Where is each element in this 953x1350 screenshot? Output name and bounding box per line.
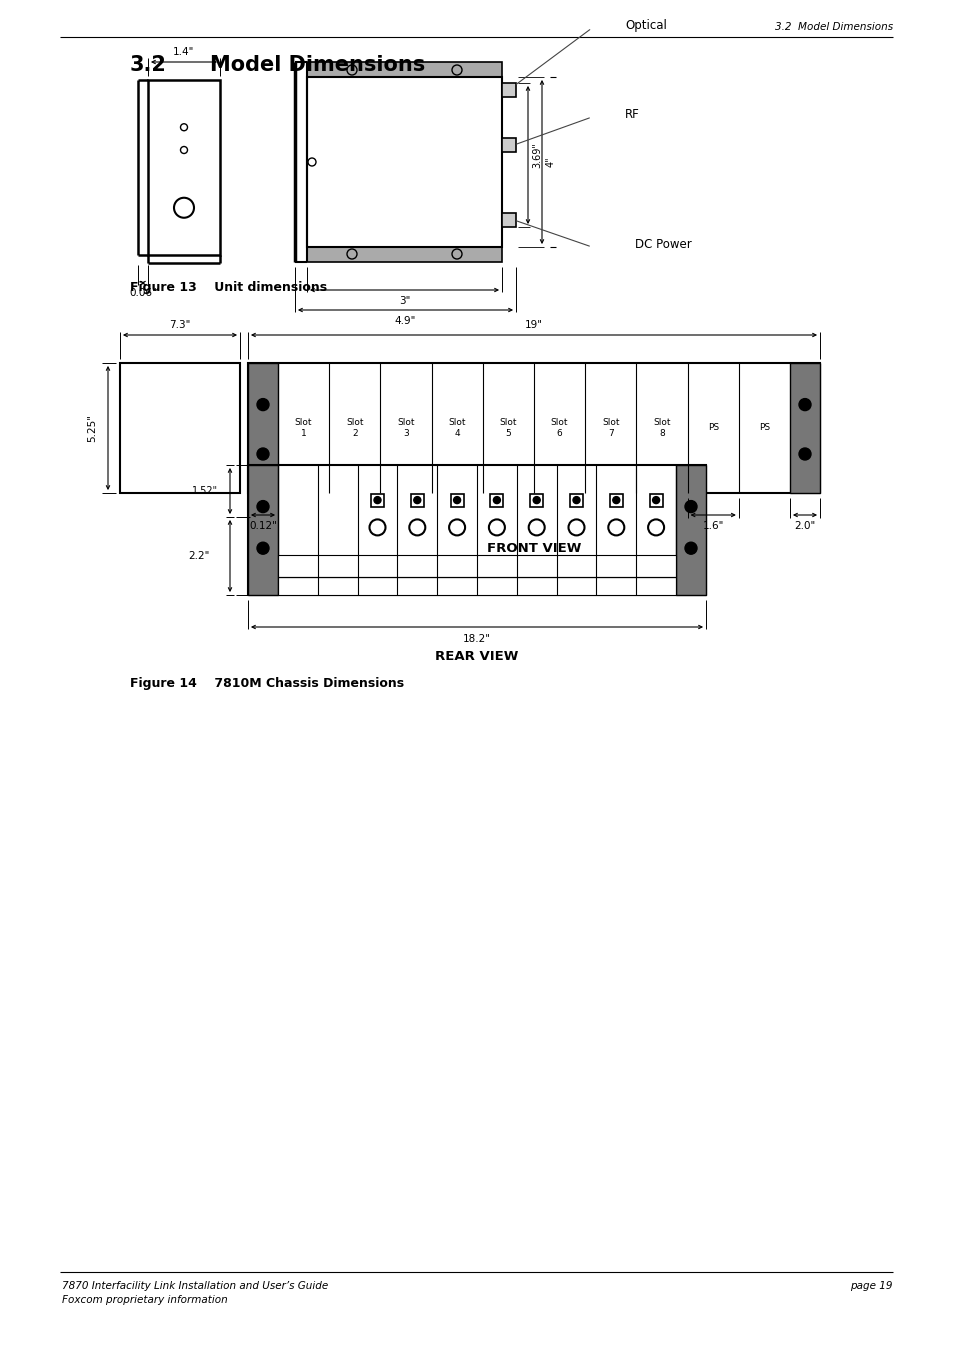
Text: Slot
5: Slot 5 xyxy=(499,418,517,437)
Text: 7870 Interfacility Link Installation and User’s Guide: 7870 Interfacility Link Installation and… xyxy=(62,1281,328,1291)
Bar xyxy=(411,494,423,506)
Text: page 19: page 19 xyxy=(850,1281,892,1291)
Circle shape xyxy=(449,520,465,536)
Bar xyxy=(277,576,676,595)
Bar xyxy=(789,363,820,493)
Circle shape xyxy=(799,448,810,460)
Bar xyxy=(649,494,662,506)
Text: Model Dimensions: Model Dimensions xyxy=(210,55,425,76)
Text: 2.2": 2.2" xyxy=(189,551,210,562)
Text: 3.2: 3.2 xyxy=(130,55,167,76)
Bar xyxy=(148,80,220,255)
Text: 18.2": 18.2" xyxy=(462,634,491,644)
Bar xyxy=(307,62,501,77)
Text: Foxcom proprietary information: Foxcom proprietary information xyxy=(62,1295,228,1305)
Text: PS: PS xyxy=(758,424,769,432)
Text: 1.4": 1.4" xyxy=(173,47,194,57)
Bar xyxy=(248,464,705,595)
Text: 1.6": 1.6" xyxy=(701,521,723,531)
Bar xyxy=(371,494,384,506)
Bar xyxy=(501,213,516,227)
Text: Slot
7: Slot 7 xyxy=(601,418,618,437)
Text: 3": 3" xyxy=(398,296,410,306)
Circle shape xyxy=(528,520,544,536)
Bar xyxy=(609,494,622,506)
Text: PS: PS xyxy=(707,424,718,432)
Circle shape xyxy=(533,497,539,504)
Circle shape xyxy=(409,520,425,536)
Text: 4.9": 4.9" xyxy=(395,316,416,325)
Circle shape xyxy=(374,497,380,504)
Text: DC Power: DC Power xyxy=(635,239,691,251)
Circle shape xyxy=(488,520,504,536)
Text: FRONT VIEW: FRONT VIEW xyxy=(486,541,580,555)
Text: Slot
8: Slot 8 xyxy=(653,418,670,437)
Text: 7.3": 7.3" xyxy=(169,320,191,329)
Bar xyxy=(501,138,516,153)
Text: 3.69": 3.69" xyxy=(532,142,541,167)
Circle shape xyxy=(568,520,584,536)
Text: Slot
3: Slot 3 xyxy=(396,418,415,437)
Text: 0.06": 0.06" xyxy=(129,288,156,298)
Text: Figure 13    Unit dimensions: Figure 13 Unit dimensions xyxy=(130,281,327,293)
Circle shape xyxy=(256,543,269,555)
Text: Figure 14    7810M Chassis Dimensions: Figure 14 7810M Chassis Dimensions xyxy=(130,676,404,690)
Text: Slot
6: Slot 6 xyxy=(550,418,568,437)
Bar xyxy=(676,464,705,595)
Circle shape xyxy=(647,520,663,536)
Circle shape xyxy=(799,398,810,410)
Text: RF: RF xyxy=(624,108,639,122)
Bar xyxy=(490,494,503,506)
Bar xyxy=(277,555,676,576)
Text: 1.52": 1.52" xyxy=(192,486,218,495)
Circle shape xyxy=(414,497,420,504)
Bar xyxy=(120,363,240,493)
Bar xyxy=(248,363,277,493)
Text: 19": 19" xyxy=(524,320,542,329)
Circle shape xyxy=(493,497,500,504)
Circle shape xyxy=(256,398,269,410)
Circle shape xyxy=(573,497,579,504)
Bar xyxy=(248,363,820,493)
Text: 0.12": 0.12" xyxy=(249,521,276,531)
Text: Optical: Optical xyxy=(624,19,666,31)
Text: 5.25": 5.25" xyxy=(87,414,97,441)
Text: 4": 4" xyxy=(545,157,556,167)
Circle shape xyxy=(608,520,623,536)
Text: 3.2  Model Dimensions: 3.2 Model Dimensions xyxy=(774,22,892,32)
Bar xyxy=(248,464,277,595)
Text: Slot
1: Slot 1 xyxy=(294,418,312,437)
Bar xyxy=(501,82,516,97)
Bar xyxy=(307,77,501,247)
Text: REAR VIEW: REAR VIEW xyxy=(435,651,518,663)
Bar xyxy=(530,494,542,506)
Circle shape xyxy=(256,448,269,460)
Circle shape xyxy=(453,497,460,504)
Circle shape xyxy=(256,501,269,513)
Circle shape xyxy=(684,501,697,513)
Circle shape xyxy=(684,543,697,555)
Text: 2.0": 2.0" xyxy=(794,521,815,531)
Bar xyxy=(307,247,501,262)
Bar xyxy=(450,494,463,506)
Text: Slot
4: Slot 4 xyxy=(448,418,465,437)
Circle shape xyxy=(652,497,659,504)
Circle shape xyxy=(612,497,619,504)
Text: Slot
2: Slot 2 xyxy=(346,418,363,437)
Bar xyxy=(569,494,582,506)
Circle shape xyxy=(369,520,385,536)
